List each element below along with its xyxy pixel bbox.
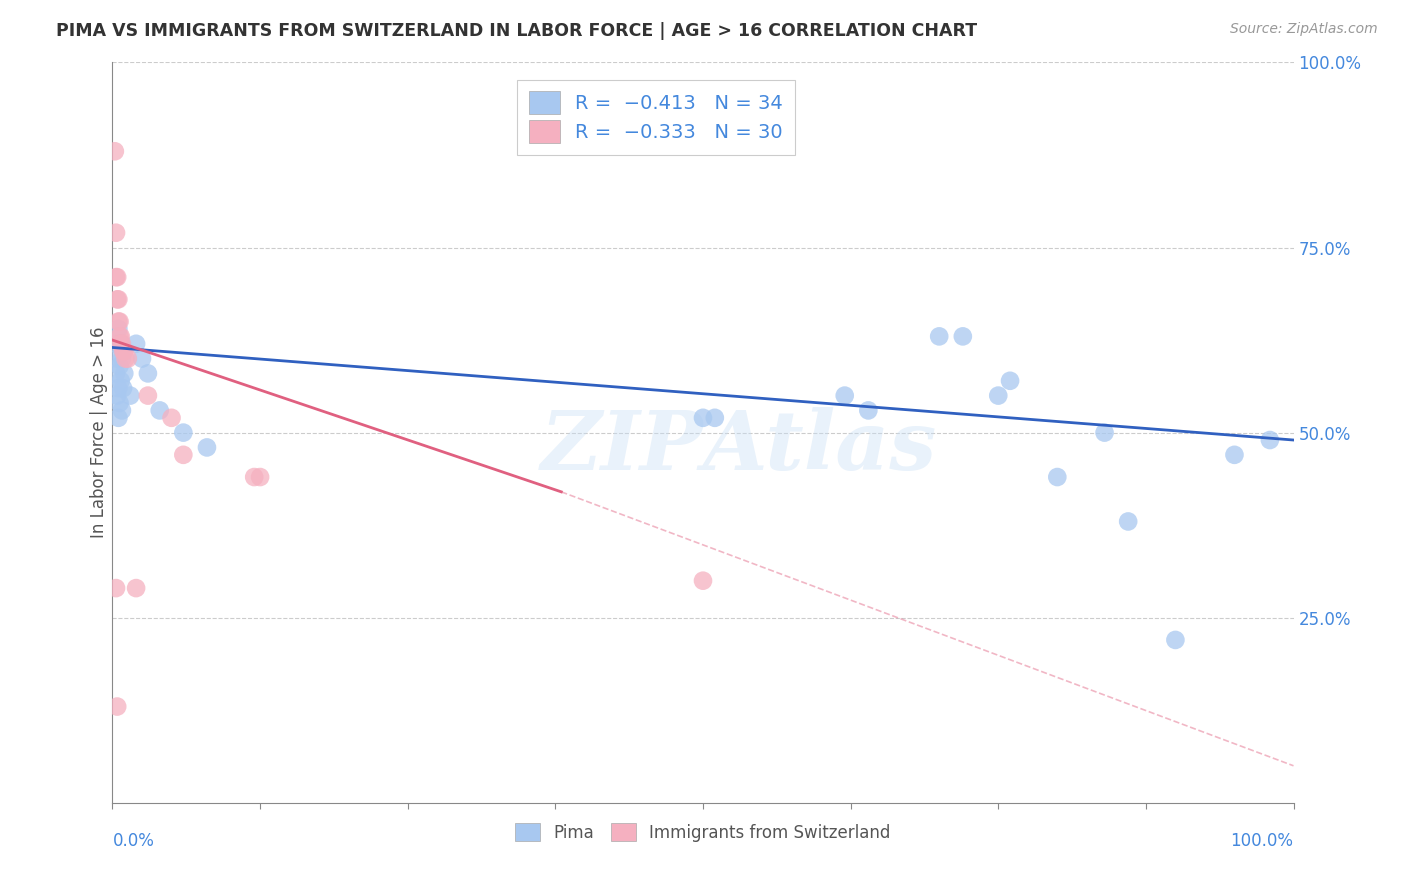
Point <box>1258 433 1281 447</box>
Point <box>107 293 129 307</box>
Point <box>998 374 1021 388</box>
Point <box>987 388 1010 402</box>
Point <box>107 381 129 395</box>
Point <box>112 344 135 359</box>
Point <box>703 410 725 425</box>
Point <box>110 374 132 388</box>
Point <box>172 448 194 462</box>
Point <box>111 336 134 351</box>
Point <box>114 351 136 366</box>
Point <box>110 336 132 351</box>
Point <box>243 470 266 484</box>
Point <box>172 425 194 440</box>
Point <box>105 270 128 285</box>
Point <box>105 581 128 595</box>
Point <box>105 351 128 366</box>
Point <box>105 293 128 307</box>
Point <box>105 367 128 381</box>
Point <box>125 581 148 595</box>
Point <box>136 367 159 381</box>
Point <box>1223 448 1246 462</box>
Point <box>105 388 128 402</box>
Point <box>1164 632 1187 647</box>
Point <box>105 226 128 240</box>
Point <box>136 388 159 402</box>
Point <box>834 388 856 402</box>
Point <box>107 314 129 328</box>
Point <box>125 336 148 351</box>
Point <box>160 410 183 425</box>
Point <box>110 336 132 351</box>
Point <box>110 329 132 343</box>
Point <box>108 396 131 410</box>
Text: 0.0%: 0.0% <box>112 832 155 850</box>
Point <box>195 441 218 455</box>
Point <box>1116 515 1139 529</box>
Point <box>112 344 135 359</box>
Point <box>1094 425 1116 440</box>
Point <box>105 699 128 714</box>
Point <box>149 403 172 417</box>
Point <box>111 351 134 366</box>
Point <box>952 329 974 343</box>
Point <box>692 574 714 588</box>
Point <box>107 410 129 425</box>
Y-axis label: In Labor Force | Age > 16: In Labor Force | Age > 16 <box>90 326 108 539</box>
Text: PIMA VS IMMIGRANTS FROM SWITZERLAND IN LABOR FORCE | AGE > 16 CORRELATION CHART: PIMA VS IMMIGRANTS FROM SWITZERLAND IN L… <box>56 22 977 40</box>
Point <box>105 336 128 351</box>
Point <box>112 381 135 395</box>
Point <box>692 410 714 425</box>
Text: ZIP: ZIP <box>540 408 703 487</box>
Text: Source: ZipAtlas.com: Source: ZipAtlas.com <box>1230 22 1378 37</box>
Point <box>928 329 950 343</box>
Point <box>107 322 129 336</box>
Point <box>104 145 127 159</box>
Point <box>131 351 153 366</box>
Point <box>249 470 271 484</box>
Point <box>105 270 128 285</box>
Point <box>117 351 139 366</box>
Point <box>108 329 131 343</box>
Point <box>111 403 134 417</box>
Point <box>112 367 135 381</box>
Point <box>120 388 142 402</box>
Point <box>858 403 880 417</box>
Point <box>1046 470 1069 484</box>
Text: 100.0%: 100.0% <box>1230 832 1294 850</box>
Point <box>108 359 131 373</box>
Point <box>108 314 131 328</box>
Legend: Pima, Immigrants from Switzerland: Pima, Immigrants from Switzerland <box>508 815 898 850</box>
Text: Atlas: Atlas <box>703 408 938 487</box>
